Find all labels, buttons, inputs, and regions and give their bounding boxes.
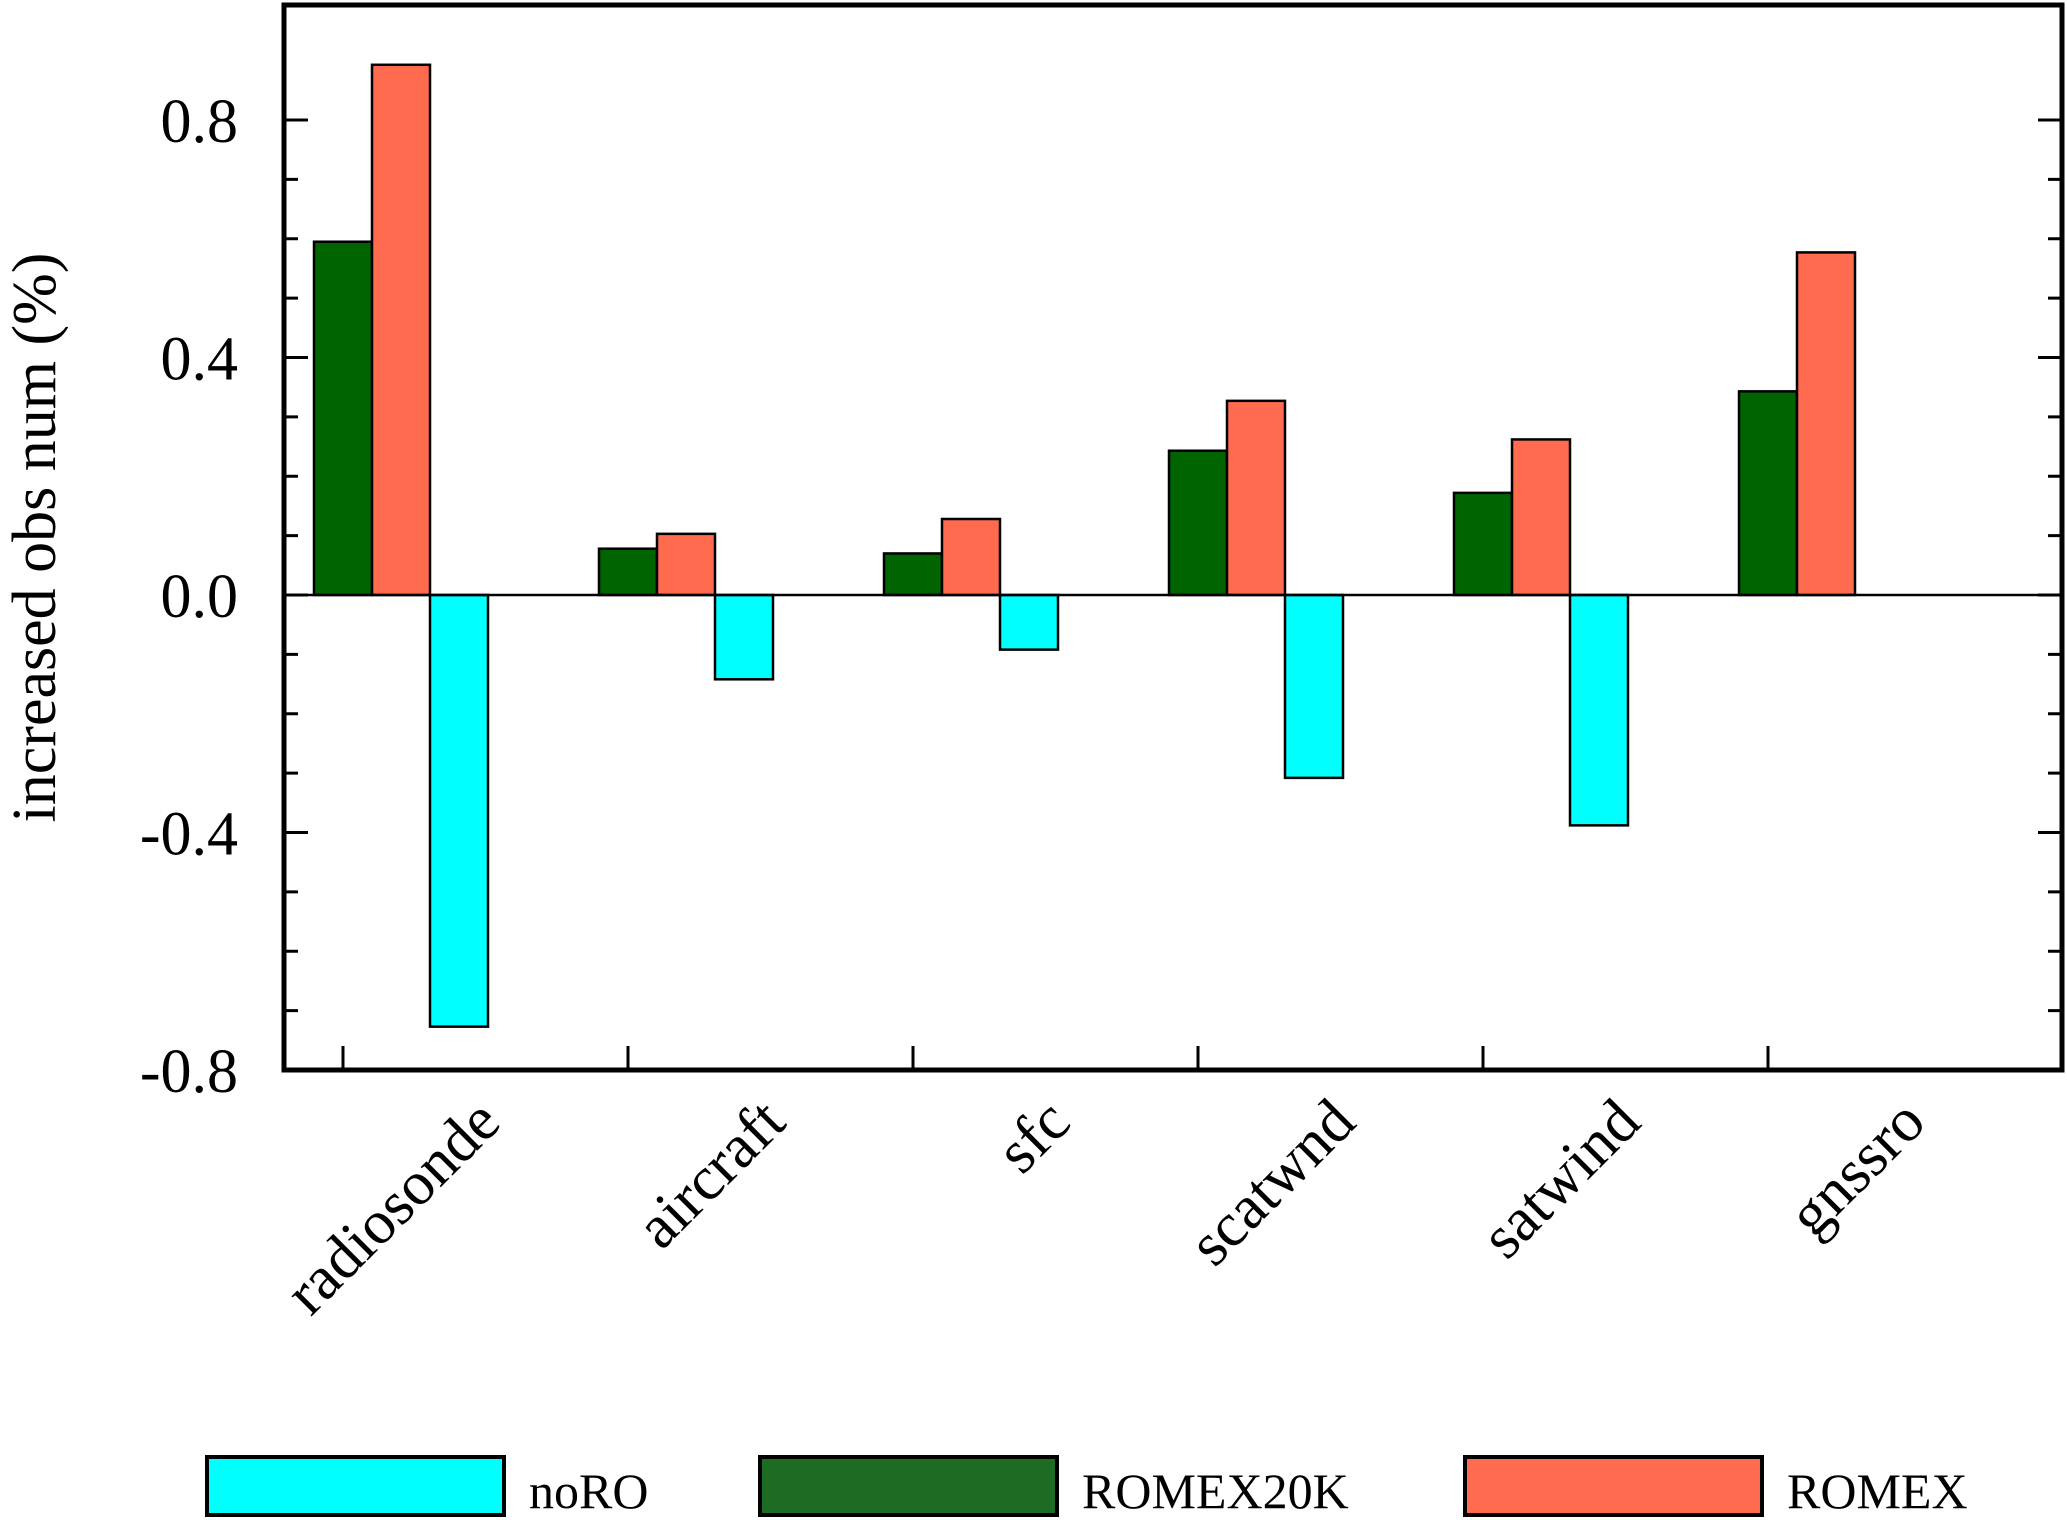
y-tick-label: -0.8 [140, 1038, 238, 1106]
bar-romex20k-aircraft [597, 547, 659, 597]
x-category-label: sfc [984, 1087, 1083, 1186]
bar-romex20k-sfc [882, 552, 944, 597]
bar-romex-sfc [940, 517, 1002, 597]
x-category-label: satwind [1468, 1087, 1652, 1271]
bar-romex-radiosonde [370, 63, 432, 597]
bar-romex20k-satwind [1452, 491, 1514, 597]
y-tick-label: 0.4 [161, 326, 239, 394]
x-category-label: radiosonde [272, 1087, 512, 1327]
legend-swatch-romex [1463, 1455, 1764, 1517]
bar-romex-scatwnd [1225, 399, 1287, 597]
bar-noro-sfc [998, 593, 1060, 651]
legend-swatch-romex20k [758, 1455, 1059, 1517]
bars [312, 63, 1857, 1028]
y-tick-label: 0.0 [161, 563, 239, 631]
y-axis-title: increased obs num (%) [1, 253, 69, 823]
legend-label: ROMEX [1787, 1463, 1968, 1519]
bar-noro-aircraft [713, 593, 775, 681]
x-category-label: scatwnd [1176, 1087, 1368, 1279]
bar-noro-scatwnd [1283, 593, 1345, 780]
x-category-label: aircraft [623, 1087, 798, 1262]
y-tick-labels: 0.8 0.4 0.0 -0.4 -0.8 [140, 88, 238, 1106]
legend-label: noRO [529, 1463, 648, 1519]
bar-noro-radiosonde [428, 593, 490, 1028]
bar-romex20k-scatwnd [1167, 449, 1229, 597]
bar-romex20k-gnssro [1737, 390, 1799, 597]
bar-romex20k-radiosonde [312, 240, 374, 597]
bar-romex-satwind [1510, 438, 1572, 597]
x-category-label: gnssro [1775, 1087, 1938, 1250]
y-tick-label: -0.4 [140, 801, 238, 869]
legend-swatch-noro [205, 1455, 506, 1517]
bar-romex-aircraft [655, 532, 717, 597]
plot-frame [281, 2, 2065, 1073]
bar-romex-gnssro [1795, 251, 1857, 597]
x-category-labels: radiosonde aircraft sfc scatwnd satwind gnssr… [272, 1087, 1937, 1327]
legend-label: ROMEX20K [1082, 1463, 1349, 1519]
y-tick-label: 0.8 [161, 88, 239, 156]
bar-noro-satwind [1568, 593, 1630, 827]
legend: noRO ROMEX20K ROMEX [205, 1455, 1968, 1519]
